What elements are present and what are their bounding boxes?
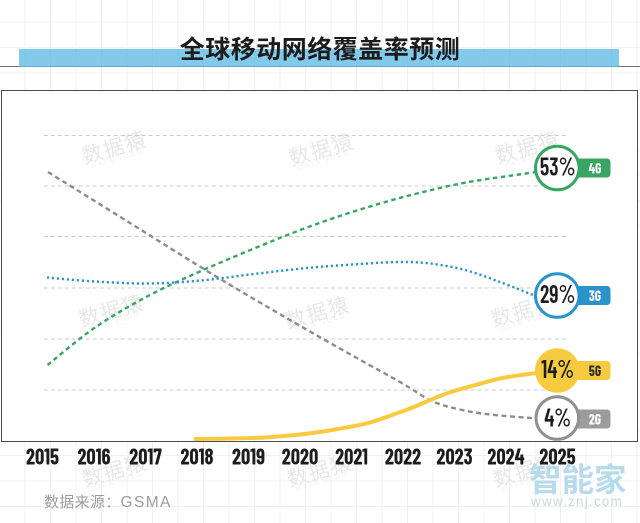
svg-text:14%: 14%: [541, 352, 574, 383]
svg-text:3G: 3G: [589, 286, 602, 304]
svg-text:2016: 2016: [77, 442, 111, 469]
svg-text:5G: 5G: [589, 361, 602, 379]
svg-text:2021: 2021: [335, 442, 368, 469]
svg-text:29%: 29%: [540, 277, 576, 308]
svg-text:2019: 2019: [232, 442, 265, 469]
svg-text:2022: 2022: [385, 442, 422, 469]
svg-text:2025: 2025: [539, 442, 576, 469]
svg-text:2G: 2G: [589, 410, 602, 428]
svg-text:2018: 2018: [180, 442, 213, 469]
svg-text:2024: 2024: [487, 442, 525, 469]
svg-text:2020: 2020: [282, 442, 319, 469]
svg-text:2015: 2015: [26, 442, 60, 469]
svg-text:2023: 2023: [436, 442, 472, 469]
svg-text:4G: 4G: [589, 159, 602, 177]
svg-text:4%: 4%: [544, 401, 571, 432]
svg-text:2017: 2017: [129, 442, 162, 469]
svg-text:53%: 53%: [540, 150, 576, 181]
